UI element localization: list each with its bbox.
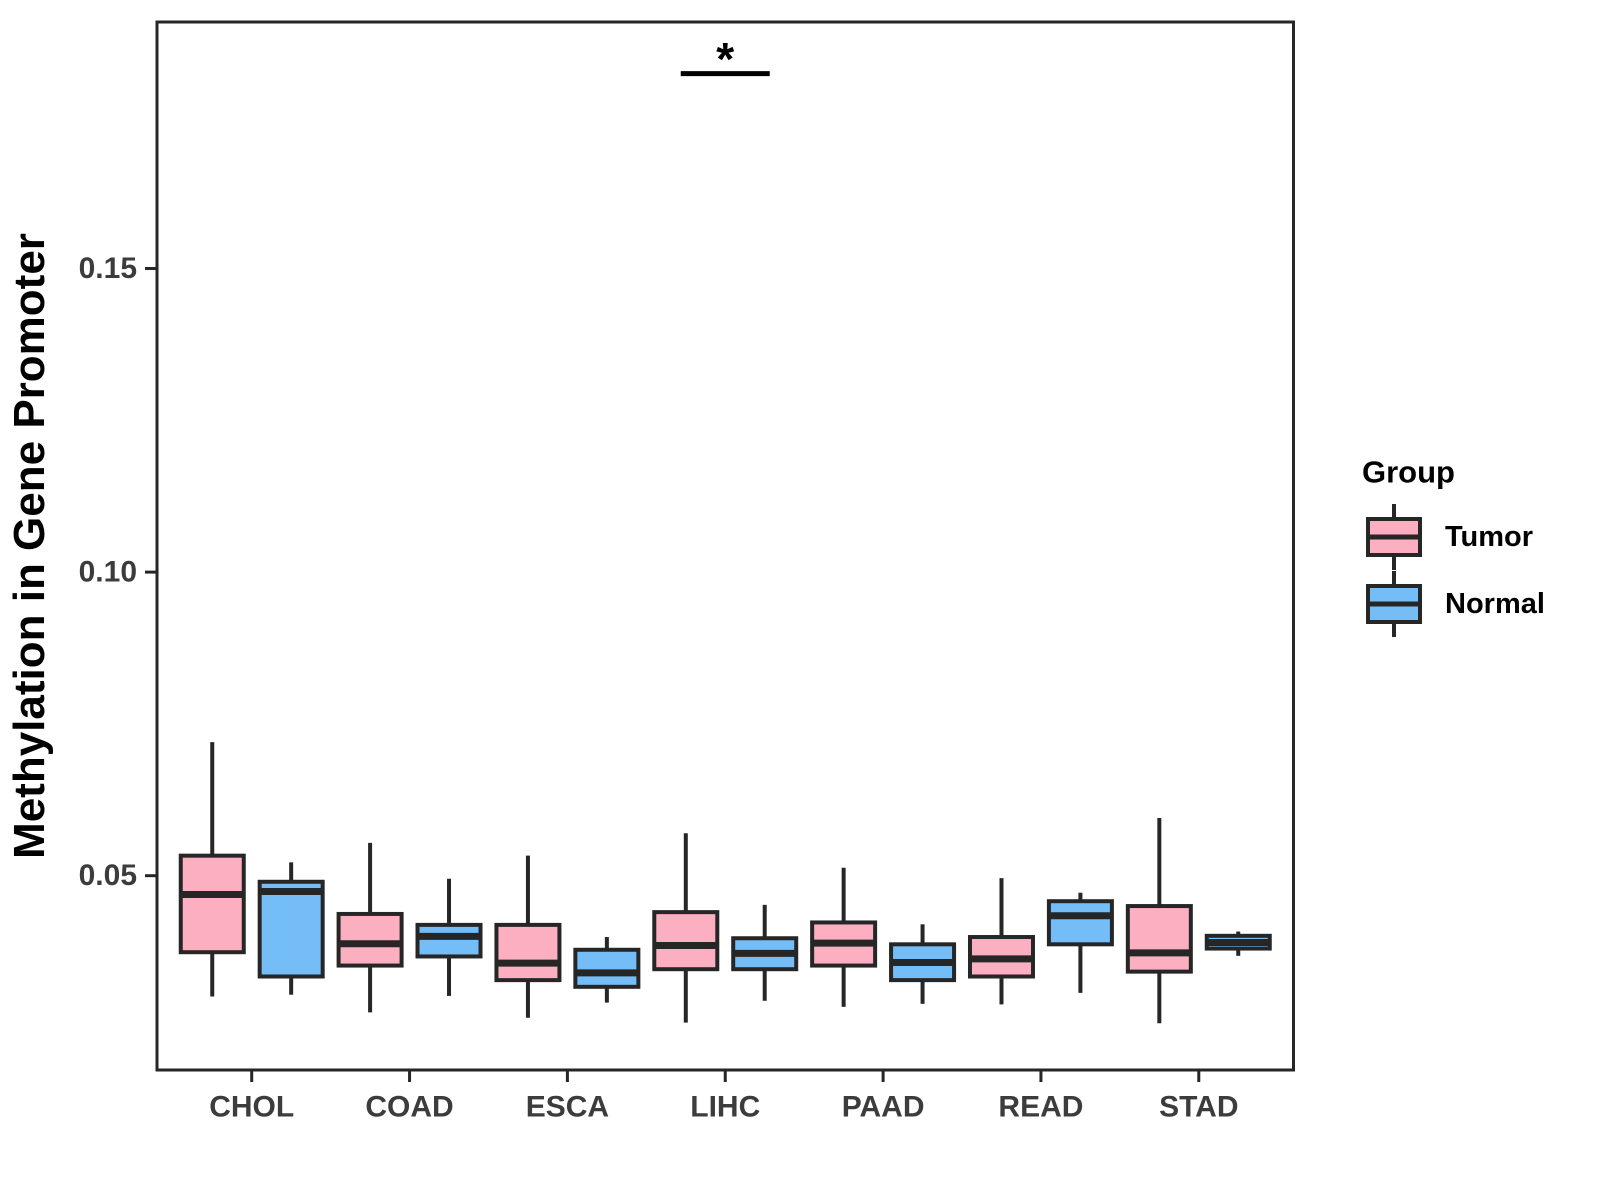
iqr-box (573, 947, 641, 989)
iqr-box (1125, 904, 1193, 974)
x-axis-tick-label: PAAD (842, 1091, 925, 1124)
boxplot-PAAD-tumor (810, 867, 878, 1007)
iqr-box (652, 910, 720, 972)
legend-key-normal: Normal (1366, 571, 1545, 637)
x-axis-tick-label: STAD (1159, 1091, 1238, 1124)
legend-label: Tumor (1445, 521, 1533, 553)
iqr-box (178, 853, 246, 955)
boxplot-LIHC-normal (731, 904, 799, 1001)
y-axis-tick-label: 0.10 (79, 556, 137, 589)
legend-label: Normal (1445, 588, 1545, 620)
iqr-box (1046, 899, 1114, 947)
legend-key-tumor: Tumor (1366, 504, 1533, 570)
boxplot-COAD-normal (415, 878, 483, 996)
y-axis-tick-label: 0.15 (79, 252, 137, 285)
legend-title: Group (1362, 455, 1455, 490)
boxplot-READ-tumor (967, 878, 1035, 1005)
x-axis-tick-label: READ (998, 1091, 1083, 1124)
iqr-box (336, 911, 404, 968)
boxplot-STAD-tumor (1125, 818, 1193, 1024)
legend: Group Tumor Normal (1362, 455, 1545, 637)
significance-asterisk: * (716, 33, 734, 85)
boxplot-ESCA-normal (573, 937, 641, 1003)
y-axis-title: Methylation in Gene Promoter (5, 233, 54, 859)
x-axis-tick-label: COAD (365, 1091, 453, 1124)
iqr-box (257, 879, 325, 979)
boxplot-ESCA-tumor (494, 855, 562, 1018)
x-axis-tick-label: CHOL (209, 1091, 294, 1124)
boxplot-READ-normal (1046, 892, 1114, 993)
boxplot-COAD-tumor (336, 842, 404, 1013)
boxplot-LIHC-tumor (652, 833, 720, 1023)
x-axis-tick-label: ESCA (526, 1091, 609, 1124)
plot-panel-border (155, 20, 1295, 1072)
boxplot-PAAD-normal (889, 924, 957, 1004)
iqr-box (494, 922, 562, 983)
boxplot-CHOL-normal (257, 862, 325, 995)
boxplot-STAD-normal (1204, 931, 1272, 956)
y-axis-tick-label: 0.05 (79, 859, 137, 892)
iqr-box (415, 922, 483, 959)
x-axis-tick-label: LIHC (690, 1091, 760, 1124)
boxplot-CHOL-tumor (178, 742, 246, 997)
